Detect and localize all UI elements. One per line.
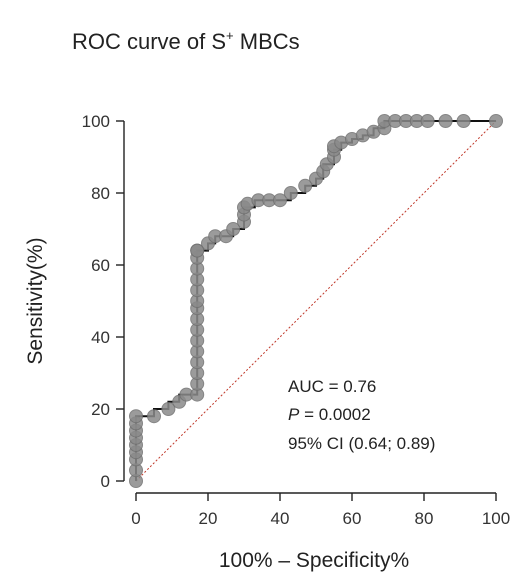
y-tick-label: 20: [91, 400, 110, 419]
roc-point: [147, 409, 161, 424]
roc-point: [226, 222, 241, 236]
p-value-annotation: P = 0.0002: [288, 405, 371, 424]
x-tick-label: 80: [415, 509, 434, 528]
chart-title-suffix: MBCs: [234, 29, 300, 54]
y-tick-label: 100: [82, 112, 110, 131]
y-ticks: 0 20 40 60 80 100: [82, 112, 124, 491]
roc-point: [273, 193, 287, 208]
p-label: P: [288, 405, 300, 424]
y-tick-label: 40: [91, 328, 110, 347]
reference-diagonal-line: [135, 120, 497, 482]
y-tick-label: 0: [101, 472, 110, 491]
roc-point: [298, 178, 313, 193]
y-tick-label: 80: [91, 184, 110, 203]
chart-title-main: ROC curve of S: [72, 29, 226, 54]
x-tick-label: 100: [482, 509, 510, 528]
roc-point: [456, 114, 471, 128]
roc-point: [489, 114, 503, 128]
x-tick-label: 60: [343, 509, 362, 528]
roc-point: [190, 243, 205, 258]
y-tick-label: 60: [91, 256, 110, 275]
roc-point: [438, 114, 453, 128]
x-tick-label: 0: [131, 509, 140, 528]
roc-point: [420, 114, 435, 128]
chart-title-superscript: +: [226, 28, 234, 43]
p-value: = 0.0002: [299, 405, 370, 424]
axes: [123, 121, 496, 494]
x-axis-label: 100% – Specificity%: [219, 549, 409, 572]
roc-point: [129, 409, 143, 424]
x-tick-label: 20: [199, 509, 218, 528]
x-tick-label: 40: [271, 509, 290, 528]
roc-point: [161, 402, 176, 416]
auc-annotation: AUC = 0.76: [288, 377, 376, 396]
roc-point: [283, 186, 298, 200]
x-ticks: 0 20 40 60 80 100: [131, 493, 510, 528]
roc-points: [129, 114, 503, 488]
y-axis-label: Sensitivity(%): [24, 237, 47, 364]
ci-annotation: 95% CI (0.64; 0.89): [288, 434, 435, 453]
chart-title: ROC curve of S+ MBCs: [72, 28, 300, 54]
